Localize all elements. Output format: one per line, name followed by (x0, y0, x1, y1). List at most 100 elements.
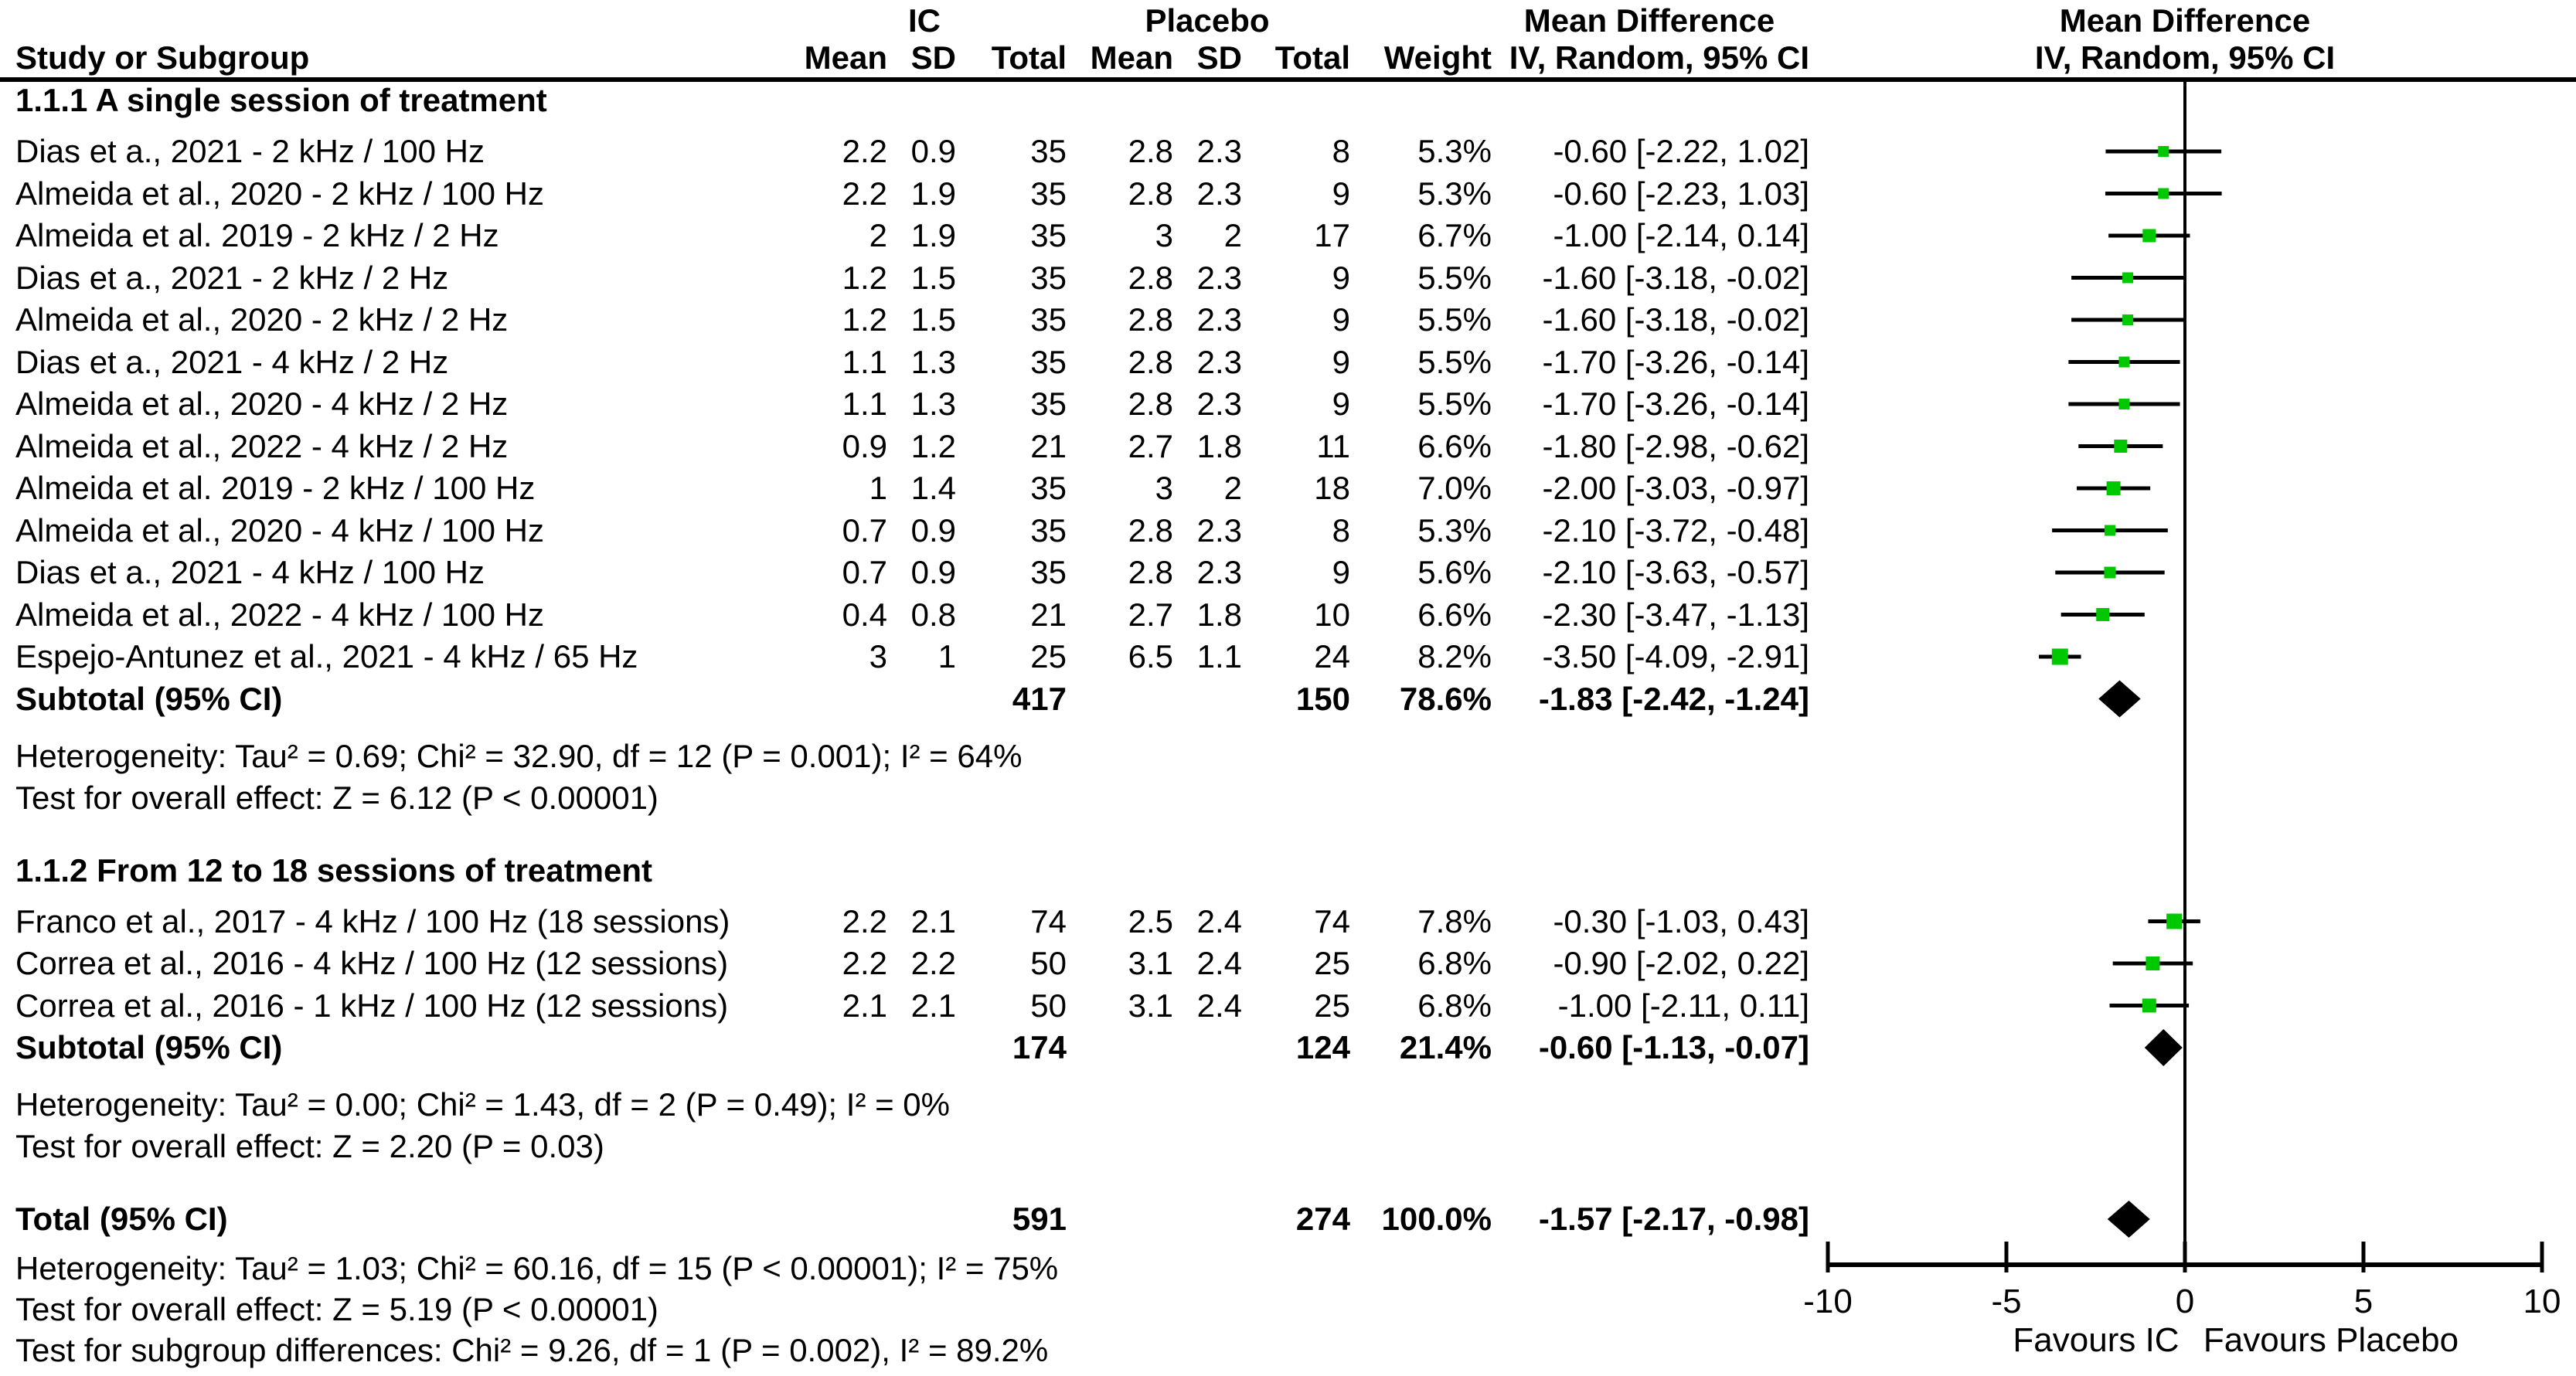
total-row: Total (95% CI) 591 274 100.0% -1.57 [-2.17, … (0, 1198, 2576, 1240)
cell: -0.60 [-2.23, 1.03] (1553, 175, 1809, 212)
ic-group-header: IC (908, 2, 941, 39)
cell: 124 (1295, 1029, 1350, 1065)
cell: 2 (1223, 470, 1242, 506)
cell: 9 (1332, 259, 1350, 296)
cell: -3.50 [-4.09, -2.91] (1542, 638, 1809, 674)
column-header-sd: SD (1196, 39, 1242, 76)
study-row: Almeida et al., 2020 - 4 kHz / 2 Hz 1.1 1.… (0, 383, 2576, 425)
cell: 18 (1314, 470, 1350, 506)
pooled-label: Subtotal (95% CI) (15, 680, 283, 717)
cell: 17 (1314, 217, 1350, 253)
cell: 24 (1314, 638, 1350, 674)
cell: 0.8 (910, 596, 956, 633)
cell: -1.00 [-2.14, 0.14] (1553, 217, 1809, 253)
point-estimate-square (2146, 956, 2160, 970)
study-row: Almeida et al. 2019 - 2 kHz / 100 Hz 1 1.4… (0, 467, 2576, 509)
cell: 10 (1314, 596, 1350, 633)
favours-right-label: Favours Placebo (2203, 1321, 2459, 1359)
cell: 5.5% (1417, 259, 1492, 296)
study-name: Almeida et al., 2020 - 4 kHz / 100 Hz (15, 511, 544, 549)
mean-difference-column-header: Mean Difference (1523, 2, 1775, 39)
cell: 2.2 (842, 133, 887, 169)
cell: -1.60 [-3.18, -0.02] (1542, 259, 1809, 296)
cell: 1 (869, 470, 887, 506)
cell: 1.8 (1196, 596, 1242, 633)
effect-method-plot-header: IV, Random, 95% CI (2034, 39, 2336, 76)
cell: 35 (1030, 511, 1067, 549)
cell: 2.3 (1196, 259, 1242, 296)
study-row: Dias et a., 2021 - 4 kHz / 2 Hz 1.1 1.3 35 2… (0, 341, 2576, 383)
study-row: Dias et a., 2021 - 2 kHz / 2 Hz 1.2 1.5 35 2… (0, 257, 2576, 299)
cell: 5.3% (1417, 175, 1492, 212)
cell: 2 (1223, 217, 1242, 253)
study-name: Espejo-Antunez et al., 2021 - 4 kHz / 65… (15, 638, 638, 674)
cell: 5.5% (1417, 386, 1492, 422)
cell: 2.8 (1128, 133, 1173, 169)
effect-method-column-header: IV, Random, 95% CI (1509, 39, 1809, 76)
axis-tick-label: 5 (2354, 1283, 2373, 1320)
label: Test for overall effect: Z = 2.20 (P = 0… (15, 1128, 604, 1164)
cell: 2.3 (1196, 343, 1242, 380)
cell: 2.4 (1196, 945, 1242, 981)
study-name: Almeida et al. 2019 - 2 kHz / 2 Hz (15, 217, 499, 253)
cell: -1.60 [-3.18, -0.02] (1542, 301, 1809, 338)
cell: 150 (1295, 680, 1350, 717)
cell: -0.30 [-1.03, 0.43] (1553, 902, 1809, 939)
cell: 1.2 (842, 301, 887, 338)
cell: 2.2 (842, 902, 887, 939)
cell: 2.7 (1128, 596, 1173, 633)
label: Heterogeneity: Tau² = 0.69; Chi² = 32.90… (15, 737, 1023, 774)
cell: 21 (1030, 427, 1067, 464)
cell: 50 (1030, 987, 1067, 1024)
cell: 9 (1332, 343, 1350, 380)
cell: 2.1 (910, 987, 956, 1024)
cell: 3.1 (1128, 945, 1173, 981)
point-estimate-square (2142, 998, 2156, 1013)
point-estimate-square (2158, 146, 2169, 157)
cell: -0.60 [-1.13, -0.07] (1538, 1029, 1809, 1065)
total-diamond (2107, 1201, 2150, 1238)
subtotal-diamond (2098, 680, 2141, 718)
cell: 2.8 (1128, 554, 1173, 590)
cell: 2.3 (1196, 386, 1242, 422)
cell: 2.4 (1196, 902, 1242, 939)
point-estimate-square (2114, 440, 2128, 453)
cell: 0.7 (842, 511, 887, 549)
cell: 2.3 (1196, 301, 1242, 338)
cell: 35 (1030, 133, 1067, 169)
label: 1.1.2 From 12 to 18 sessions of treatmen… (15, 851, 652, 888)
cell: 1.1 (842, 386, 887, 422)
cell: 591 (1012, 1201, 1067, 1237)
cell: -2.00 [-3.03, -0.97] (1542, 470, 1809, 506)
cell: -0.60 [-2.22, 1.02] (1553, 133, 1809, 169)
cell: 2.7 (1128, 427, 1173, 464)
cell: 0.4 (842, 596, 887, 633)
cell: 9 (1332, 554, 1350, 590)
subgroup-section-label: 1.1.2 From 12 to 18 sessions of treatmen… (0, 850, 2576, 892)
cell: -1.57 [-2.17, -0.98] (1538, 1201, 1809, 1237)
cell: 2.8 (1128, 175, 1173, 212)
study-name: Almeida et al., 2020 - 2 kHz / 2 Hz (15, 301, 509, 338)
point-estimate-square (2122, 272, 2134, 284)
label: Test for overall effect: Z = 6.12 (P < 0… (15, 779, 658, 816)
cell: 6.6% (1417, 596, 1492, 633)
cell: -1.83 [-2.42, -1.24] (1538, 680, 1809, 717)
cell: 2.1 (842, 987, 887, 1024)
cell: 3 (869, 638, 887, 674)
cell: 1 (938, 638, 956, 674)
cell: 0.9 (910, 133, 956, 169)
cell: 1.9 (910, 175, 956, 212)
point-estimate-square (2051, 648, 2068, 665)
cell: 74 (1030, 902, 1067, 939)
cell: 0.7 (842, 554, 887, 590)
study-column-header: Study or Subgroup (15, 39, 310, 76)
column-header-weight: Weight (1383, 39, 1492, 76)
cell: 35 (1030, 343, 1067, 380)
point-estimate-square (2122, 314, 2134, 325)
point-estimate-square (2142, 229, 2156, 243)
cell: 35 (1030, 175, 1067, 212)
cell: 50 (1030, 945, 1067, 981)
study-row: Correa et al., 2016 - 4 kHz / 100 Hz (12… (0, 943, 2576, 984)
cell: -2.30 [-3.47, -1.13] (1542, 596, 1809, 633)
column-header-sd: SD (910, 39, 956, 76)
